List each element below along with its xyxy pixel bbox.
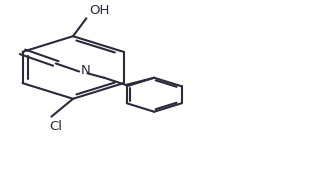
Text: N: N	[81, 64, 91, 77]
Text: OH: OH	[90, 4, 110, 17]
Text: Cl: Cl	[50, 120, 63, 133]
